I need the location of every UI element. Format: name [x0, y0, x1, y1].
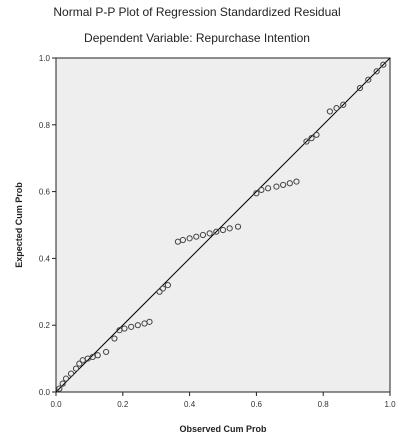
- y-tick-label: 0.2: [39, 321, 51, 330]
- data-point: [128, 323, 135, 330]
- y-axis-label: Expected Cum Prob: [14, 182, 24, 268]
- y-ticks: 0.0 0.2 0.4 0.6 0.8 1.0: [39, 54, 56, 397]
- data-point: [179, 236, 187, 244]
- data-point: [159, 285, 166, 292]
- data-point: [59, 380, 66, 387]
- data-point: [121, 325, 128, 332]
- data-point: [103, 348, 110, 356]
- data-point: [219, 226, 227, 234]
- data-point: [333, 105, 340, 112]
- data-point: [72, 365, 80, 372]
- y-tick-label: 0.8: [39, 121, 51, 130]
- data-point: [373, 68, 380, 75]
- x-tick-label: 0.0: [50, 400, 62, 409]
- data-point: [164, 282, 171, 289]
- data-point: [253, 190, 260, 197]
- data-point: [308, 135, 315, 142]
- data-point: [313, 131, 320, 138]
- data-point: [380, 61, 387, 68]
- data-point: [213, 228, 220, 235]
- data-point: [76, 360, 83, 367]
- data-point: [56, 385, 63, 392]
- x-axis-label: Observed Cum Prob: [179, 424, 267, 434]
- data-point: [293, 178, 300, 185]
- data-point: [193, 233, 200, 240]
- y-tick-label: 0.4: [39, 254, 51, 263]
- data-point: [280, 181, 287, 189]
- data-point: [94, 352, 101, 359]
- chart-subtitle: Dependent Variable: Repurchase Intention: [84, 31, 310, 45]
- data-point: [234, 223, 242, 230]
- y-tick-label: 1.0: [39, 54, 51, 63]
- data-point: [186, 235, 193, 242]
- data-point: [264, 185, 272, 192]
- x-tick-label: 0.4: [184, 400, 196, 409]
- data-point: [146, 318, 153, 325]
- data-point: [303, 138, 310, 145]
- x-tick-label: 0.2: [117, 400, 129, 409]
- points-layer: [56, 61, 387, 392]
- data-point: [273, 183, 280, 190]
- data-point: [340, 101, 347, 108]
- chart-title: Normal P-P Plot of Regression Standardiz…: [53, 5, 340, 19]
- data-point: [199, 231, 207, 239]
- data-point: [111, 335, 118, 342]
- x-ticks: 0.0 0.2 0.4 0.6 0.8 1.0: [50, 392, 396, 409]
- data-point: [365, 76, 372, 83]
- data-point: [226, 225, 233, 232]
- data-point: [356, 84, 364, 92]
- x-tick-label: 0.6: [251, 400, 263, 409]
- data-point: [258, 186, 265, 194]
- data-point: [62, 375, 70, 382]
- y-tick-label: 0.0: [39, 388, 51, 397]
- x-tick-label: 1.0: [384, 400, 396, 409]
- data-point: [326, 108, 333, 115]
- data-point: [286, 180, 293, 187]
- data-point: [206, 230, 213, 237]
- reference-line: [55, 57, 391, 393]
- x-tick-label: 0.8: [318, 400, 330, 409]
- y-tick-label: 0.6: [39, 188, 51, 197]
- data-point: [134, 322, 141, 329]
- data-point: [67, 370, 75, 377]
- data-point: [156, 288, 163, 295]
